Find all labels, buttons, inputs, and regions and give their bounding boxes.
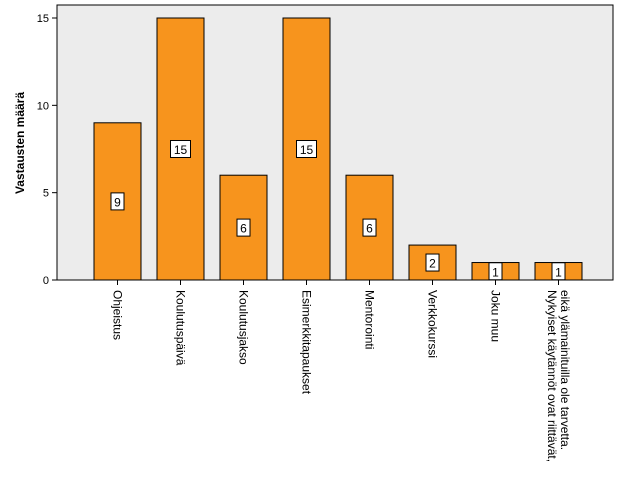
data-label: 9	[114, 195, 121, 209]
category-label-line: Verkkokurssi	[426, 290, 440, 358]
category-label-line: Esimerkkitapaukset	[300, 290, 314, 395]
y-tick-label: 5	[43, 188, 49, 200]
category-label-line: Mentorointi	[363, 290, 377, 349]
bar	[282, 17, 331, 281]
category-label: Koulutuspäivä	[174, 290, 188, 366]
data-label-box	[551, 262, 566, 281]
data-label-box	[110, 192, 125, 211]
category-label: Koulutusjakso	[237, 290, 251, 365]
data-label-box	[236, 218, 251, 237]
category-label: Mentorointi	[363, 290, 377, 349]
category-label-line: Koulutuspäivä	[174, 290, 188, 366]
category-label: Esimerkkitapaukset	[300, 290, 314, 395]
category-label-line: eikä ylämainituilla ole tarvetta.	[558, 290, 572, 450]
data-label-box	[425, 253, 440, 272]
category-label: Joku muu	[489, 290, 503, 342]
data-label: 1	[555, 265, 562, 279]
plot-area	[56, 4, 614, 281]
data-label-box	[170, 140, 191, 158]
category-label-line: Ohjeistus	[111, 290, 125, 340]
y-tick-label: 10	[37, 100, 49, 112]
data-label: 6	[366, 222, 373, 236]
data-label-box	[296, 140, 317, 158]
category-label-line: Joku muu	[489, 290, 503, 342]
data-label-box	[362, 218, 377, 237]
category-label-line: Nykyiset käytännöt ovat riittävät,	[545, 290, 559, 462]
data-label: 1	[492, 265, 499, 279]
data-label: 6	[240, 222, 247, 236]
y-axis: 0 5 10 15	[37, 13, 57, 287]
y-tick-label: 15	[37, 13, 49, 25]
x-axis: Ohjeistus Koulutuspäivä Koulutusjakso Esime…	[111, 280, 572, 462]
category-label: Nykyiset käytännöt ovat riittävät,eikä y…	[545, 290, 572, 462]
data-label: 15	[174, 143, 188, 157]
y-tick-label: 0	[43, 275, 49, 287]
data-label-box	[488, 262, 503, 281]
data-label: 2	[429, 257, 436, 271]
category-label-line: Koulutusjakso	[237, 290, 251, 365]
category-label: Verkkokurssi	[426, 290, 440, 358]
data-label: 15	[300, 143, 314, 157]
y-axis-label: Vastausten määrä	[13, 92, 27, 194]
category-label: Ohjeistus	[111, 290, 125, 340]
